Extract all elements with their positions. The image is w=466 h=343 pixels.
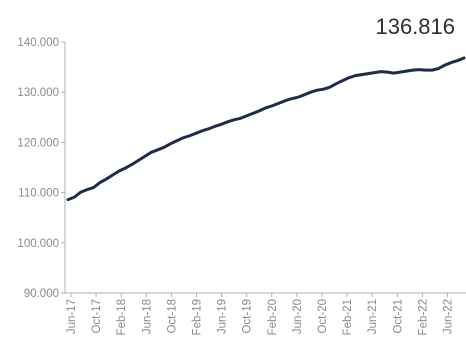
y-tick-label: 130.000	[17, 87, 59, 99]
x-tick-label: Feb-20	[267, 299, 279, 335]
y-tick-label: 120.000	[17, 137, 59, 149]
x-axis: Jun-17 Oct-17 Feb-18 Jun-18 Oct-18 Feb-19 Jun-…	[65, 292, 466, 335]
x-tick-label: Feb-21	[342, 299, 354, 335]
series-line	[66, 56, 466, 202]
x-tick-label: Jun-20	[292, 299, 304, 334]
x-tick-label: Feb-18	[116, 299, 128, 335]
y-axis: 90.000 100.000 110.000 120.000 130.000 140.00…	[17, 37, 66, 300]
x-tick-label: Jun-21	[367, 299, 379, 334]
x-tick-label: Oct-21	[392, 299, 404, 334]
x-tick-label: Jun-19	[217, 299, 229, 334]
y-tick-label: 90.000	[24, 288, 59, 300]
x-tick-label: Feb-22	[417, 299, 429, 335]
last-value-label: 136.816	[375, 14, 455, 39]
x-tick-label: Oct-19	[242, 299, 254, 334]
x-tick-label: Jun-22	[443, 299, 455, 334]
x-tick-label: Jun-18	[141, 299, 153, 334]
y-tick-label: 100.000	[17, 238, 59, 250]
x-tick-label: Feb-19	[192, 299, 204, 335]
y-tick-label: 110.000	[18, 188, 59, 200]
x-tick-label: Oct-18	[166, 299, 178, 334]
y-tick-label: 140.000	[17, 37, 59, 49]
x-tick-label: Jun-17	[66, 299, 78, 334]
x-tick-label: Oct-20	[317, 299, 329, 334]
x-tick-label: Oct-17	[91, 299, 103, 334]
